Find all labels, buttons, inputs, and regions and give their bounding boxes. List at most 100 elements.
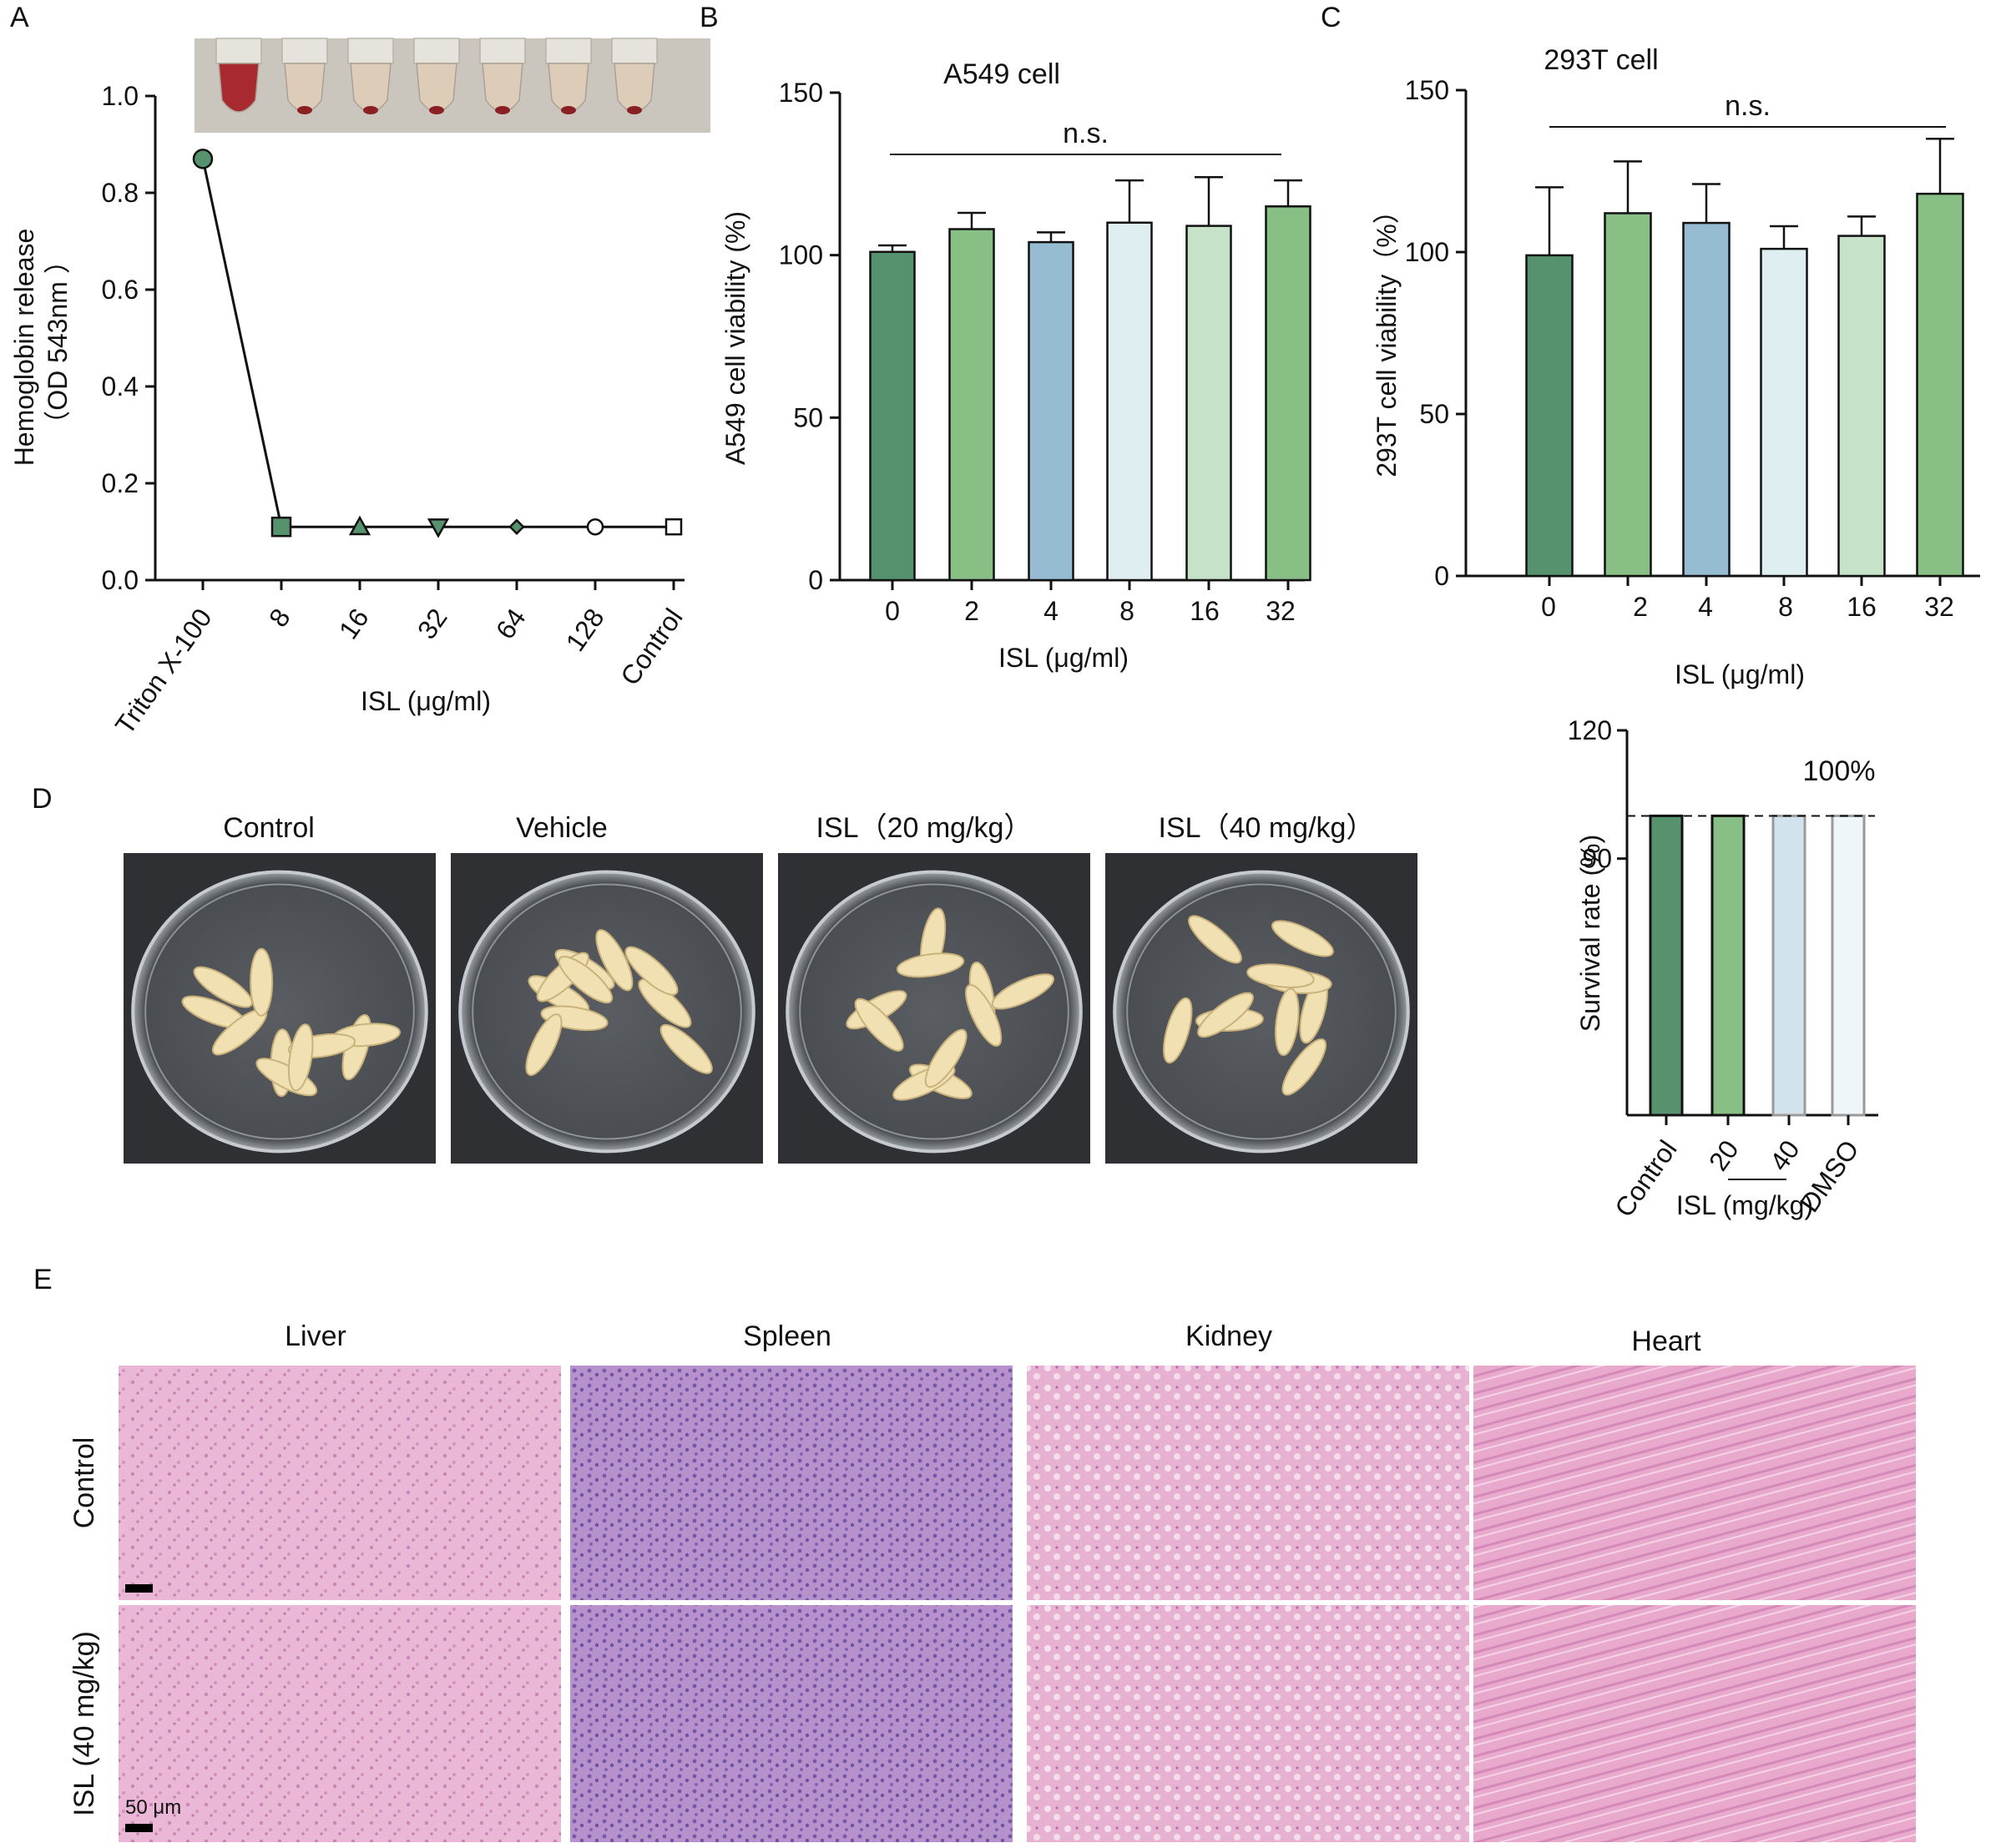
tube-pellet — [429, 106, 444, 114]
row-label: Control — [68, 1437, 100, 1529]
panel-label-c: C — [1321, 2, 1342, 33]
tube-cap — [479, 38, 526, 64]
a-series-line — [201, 159, 674, 528]
d-x-tick-label: 20 — [1703, 1134, 1745, 1176]
y-tick-label: 0 — [1434, 561, 1449, 591]
a-point — [427, 518, 450, 538]
d-y-tick-label: 90 — [1582, 844, 1612, 874]
a-x-tick-label: 32 — [412, 603, 453, 644]
a-x-tick-label: Control — [614, 603, 689, 690]
histology-image — [119, 1605, 561, 1842]
petri-dish-rim — [144, 883, 415, 1140]
bar — [948, 228, 995, 582]
b-ylabel: A549 cell viability (%) — [720, 211, 750, 465]
x-tick-label: 32 — [1266, 596, 1296, 626]
photo-label: Vehicle — [516, 812, 608, 844]
d-xlabel: ISL (mg/kg) — [1676, 1190, 1813, 1220]
larva — [1246, 963, 1315, 988]
larva — [558, 956, 614, 1004]
tube-cap — [281, 38, 328, 64]
histology-image — [1473, 1605, 1916, 1842]
histology-grid: Liver Spleen Kidney Heart Control ISL (40 mg/… — [68, 1320, 1916, 1842]
x-tick-label: 8 — [1119, 596, 1134, 626]
x-tick-label: 4 — [1043, 596, 1059, 626]
histology-image — [570, 1605, 1013, 1842]
x-tick-label: 4 — [1698, 592, 1713, 622]
a-y-tick-label: 0.4 — [102, 371, 139, 401]
bar — [1604, 212, 1652, 578]
significance-label: n.s. — [1063, 118, 1109, 149]
panel-label-d: D — [32, 783, 53, 815]
hemolysis-tube-photo — [195, 38, 710, 133]
a-x-tick-label: 128 — [560, 603, 610, 656]
a-point — [586, 518, 604, 536]
significance-label: n.s. — [1725, 90, 1771, 122]
a-ylabel2: （OD 543nm ） — [43, 247, 73, 437]
a-y-tick-label: 0.0 — [102, 565, 139, 595]
larva — [854, 997, 904, 1052]
tube-cap — [347, 38, 394, 64]
a-y-tick-label: 1.0 — [102, 81, 139, 111]
x-tick-label: 0 — [885, 596, 900, 626]
d-bar — [1649, 814, 1684, 1117]
tube-cap — [215, 38, 262, 64]
d-x-tick-label: Control — [1609, 1134, 1683, 1222]
tube-pellet — [363, 106, 378, 114]
a-y-tick-label: 0.6 — [102, 275, 139, 305]
bar — [1106, 221, 1153, 582]
b-title: A549 cell — [943, 58, 1060, 90]
scale-bar-label: 50 μm — [125, 1796, 181, 1819]
a-y-tick-label: 0.8 — [102, 178, 139, 208]
a549-viability-chart: A549 cell 0 50 100 150 0 2 4 8 16 32 n.s. ISL (μg/… — [720, 58, 1311, 673]
hemolysis-chart: 0.0 0.2 0.4 0.6 0.8 1.0 Triton X-100 8 16 32 64 128… — [9, 38, 710, 740]
tube-pellet — [495, 106, 510, 114]
larva — [1281, 1038, 1327, 1096]
bar — [1682, 221, 1731, 578]
scale-bar — [125, 1584, 153, 1593]
bar — [1265, 205, 1311, 582]
x-tick-label: 16 — [1847, 592, 1877, 622]
larva — [193, 966, 253, 1008]
y-tick-label: 150 — [1405, 75, 1449, 105]
d-ylabel: Survival rate (%) — [1575, 835, 1605, 1033]
d-x-tick-label: 40 — [1764, 1134, 1806, 1176]
panel-label-a: A — [10, 2, 29, 33]
c-xlabel: ISL (μg/ml) — [1675, 659, 1805, 689]
larva — [896, 952, 965, 978]
photo-label: ISL（20 mg/kg） — [816, 812, 1033, 844]
a-point — [270, 516, 292, 538]
petri-dish — [1113, 870, 1410, 1154]
a-x-tick-label: 64 — [490, 603, 532, 644]
photo-label: ISL（40 mg/kg） — [1159, 812, 1375, 844]
scale-bar — [125, 1824, 153, 1832]
larva — [659, 1024, 713, 1074]
b-xlabel: ISL (μg/ml) — [998, 643, 1129, 673]
row-label: ISL (40 mg/kg) — [68, 1631, 100, 1816]
tube-pellet — [627, 106, 642, 114]
larva — [287, 1023, 314, 1092]
tube-cap — [413, 38, 460, 64]
a-point — [508, 518, 525, 535]
x-tick-label: 2 — [1633, 592, 1648, 622]
column-label: Heart — [1631, 1325, 1701, 1357]
tube-pellet — [561, 106, 576, 114]
bar — [869, 250, 916, 582]
y-tick-label: 100 — [1405, 237, 1449, 267]
x-tick-label: 0 — [1541, 592, 1556, 622]
a-y-tick-label: 0.2 — [102, 468, 139, 498]
larva — [624, 946, 679, 996]
larva — [1271, 920, 1334, 957]
x-tick-label: 32 — [1924, 592, 1954, 622]
d-bar — [1710, 814, 1746, 1117]
petri-dish-rim — [1126, 883, 1397, 1140]
column-label: Liver — [285, 1320, 346, 1352]
larva — [965, 984, 1003, 1047]
histology-image — [119, 1366, 561, 1600]
larva — [525, 1013, 563, 1077]
histology-image — [570, 1366, 1013, 1600]
d-bar — [1771, 814, 1806, 1117]
larva — [595, 929, 634, 992]
tube-cap — [545, 38, 592, 64]
